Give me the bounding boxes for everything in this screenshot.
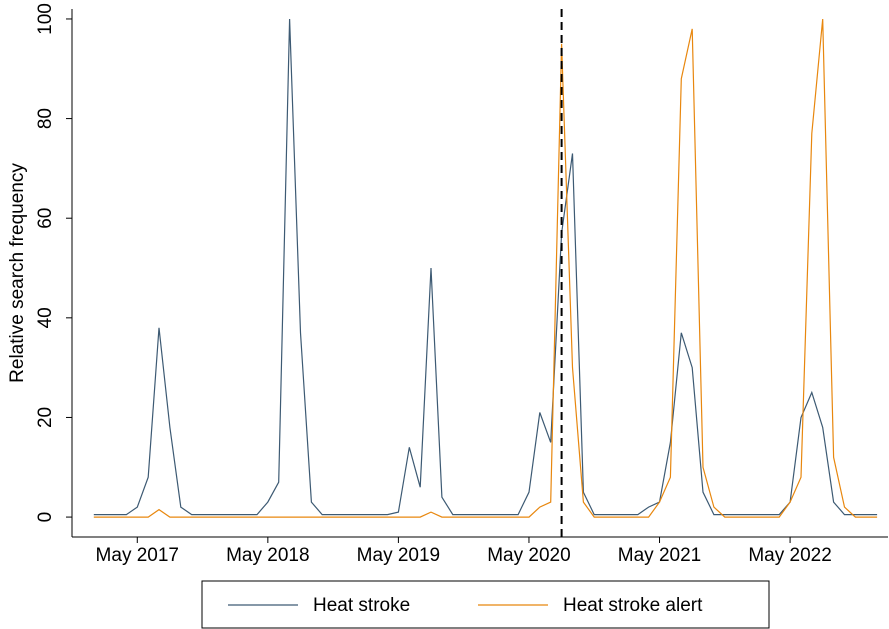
x-tick-label: May 2018	[226, 545, 309, 566]
x-tick-label: May 2020	[487, 545, 570, 566]
y-tick-label: 0	[35, 512, 56, 523]
x-tick-label: May 2019	[357, 545, 440, 566]
y-tick-label: 20	[35, 407, 56, 428]
y-axis-label: Relative search frequency	[7, 163, 28, 383]
x-tick-label: May 2017	[96, 545, 179, 566]
y-tick-label: 100	[35, 3, 56, 35]
series-line	[93, 18, 878, 516]
legend-label: Heat stroke	[313, 595, 410, 616]
y-tick-label: 40	[35, 307, 56, 328]
y-tick-label: 80	[35, 108, 56, 129]
legend-label: Heat stroke alert	[563, 595, 703, 616]
y-tick-label: 60	[35, 208, 56, 229]
x-tick-label: May 2021	[618, 545, 701, 566]
x-tick-label: May 2022	[748, 545, 831, 566]
series-line	[93, 18, 878, 518]
